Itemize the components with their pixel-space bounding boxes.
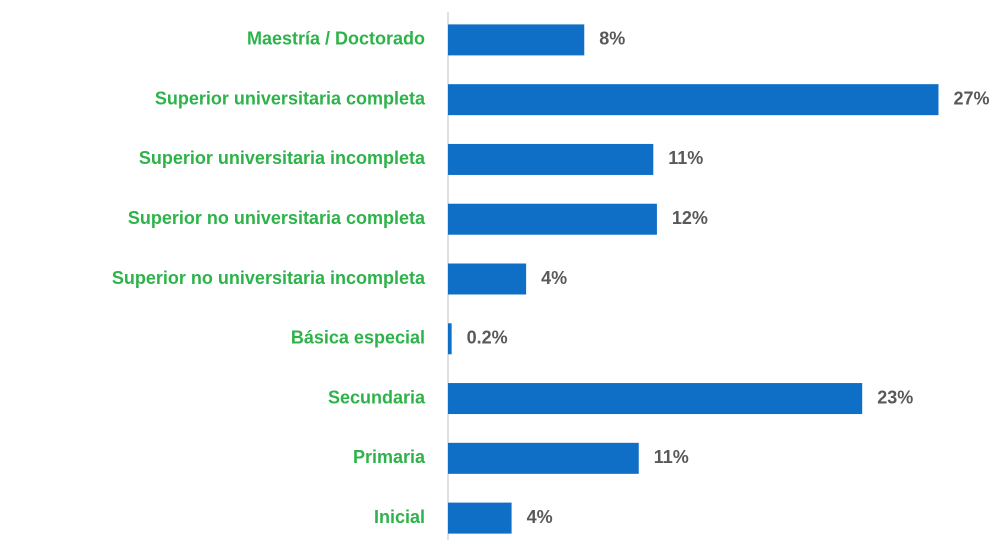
bar [448, 263, 527, 295]
category-label: Superior no universitaria incompleta [112, 268, 426, 288]
bar [448, 502, 512, 534]
bar [448, 442, 639, 474]
category-label: Maestría / Doctorado [247, 29, 425, 49]
category-label: Primaria [353, 447, 426, 467]
value-label: 4% [541, 268, 567, 288]
bar [448, 84, 939, 116]
value-label: 11% [668, 148, 703, 168]
category-label: Superior universitaria incompleta [139, 148, 426, 168]
category-label: Básica especial [291, 328, 425, 348]
value-label: 23% [877, 387, 913, 407]
bar [448, 24, 585, 56]
value-label: 0.2% [467, 328, 508, 348]
value-label: 27% [954, 88, 990, 108]
bar [448, 143, 654, 175]
category-label: Secundaria [328, 387, 426, 407]
value-label: 4% [527, 507, 553, 527]
value-label: 8% [599, 29, 625, 49]
bar [448, 323, 452, 355]
value-label: 11% [654, 447, 689, 467]
bar [448, 383, 863, 415]
category-label: Inicial [374, 507, 425, 527]
value-label: 12% [672, 208, 708, 228]
category-label: Superior universitaria completa [155, 88, 426, 108]
category-label: Superior no universitaria completa [128, 208, 426, 228]
bar [448, 203, 657, 235]
